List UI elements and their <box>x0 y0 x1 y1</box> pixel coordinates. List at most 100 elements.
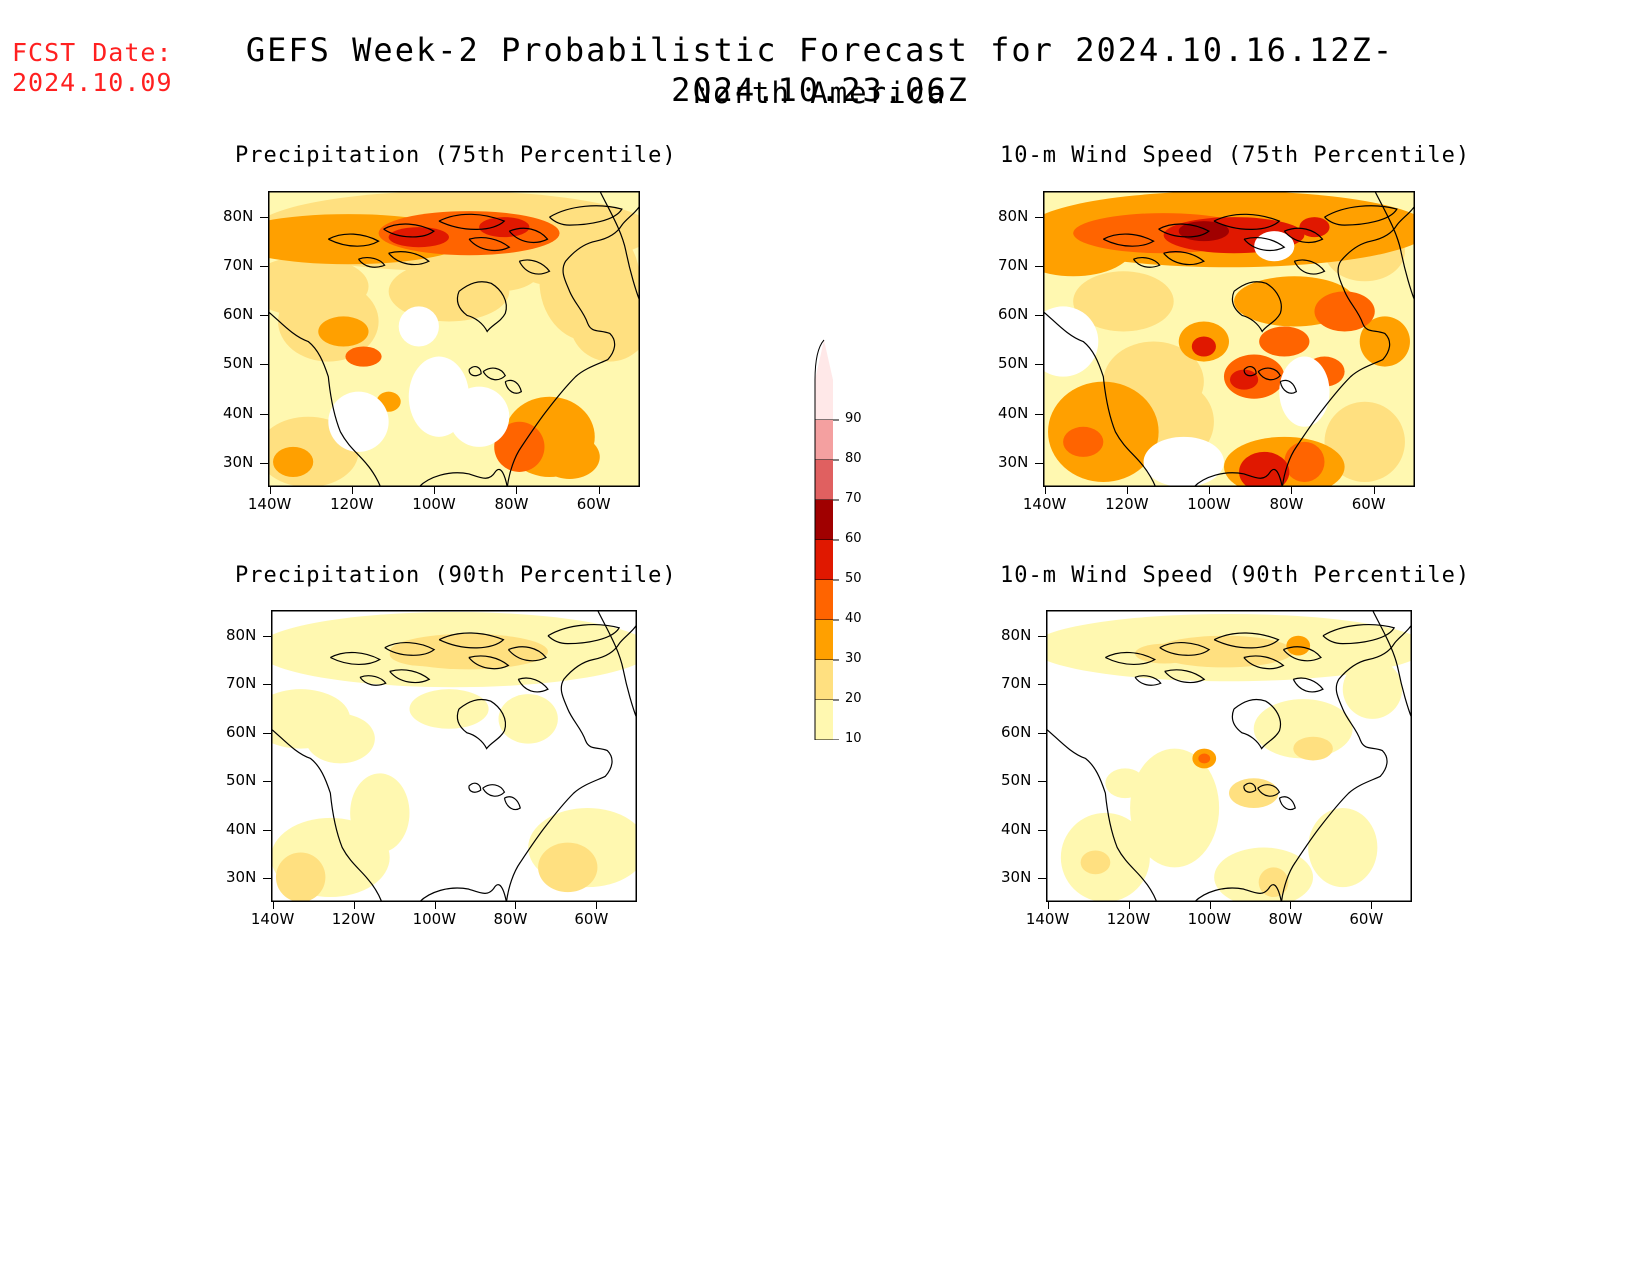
coastline <box>1164 669 1206 684</box>
probability-contour <box>1259 326 1310 357</box>
lat-tick-mark <box>260 217 268 219</box>
probability-contour <box>409 689 489 729</box>
lat-tick-label: 70N <box>998 256 1029 275</box>
coastline <box>503 796 521 811</box>
lat-tick-mark <box>260 364 268 366</box>
lat-tick-mark <box>263 684 271 686</box>
coastline <box>1283 227 1324 244</box>
lon-tick-label: 100W <box>1187 495 1231 513</box>
probability-contour <box>1229 778 1279 808</box>
probability-contour <box>1135 643 1195 664</box>
coastline <box>508 227 549 244</box>
lon-tick-mark <box>352 487 354 494</box>
lon-tick-label: 80W <box>1268 910 1303 928</box>
lat-tick-mark <box>1038 684 1046 686</box>
colorbar-level-label: 40 <box>845 611 862 626</box>
map-canvas-wind90 <box>1046 610 1412 902</box>
coastline <box>1282 646 1322 662</box>
probability-contour <box>479 217 530 238</box>
coastline <box>1158 223 1210 238</box>
probability-contour <box>350 773 410 853</box>
lat-tick-label: 40N <box>998 403 1029 422</box>
probability-contour <box>1308 807 1378 888</box>
below-threshold-area <box>398 306 439 347</box>
coastline <box>1292 677 1324 693</box>
lat-tick-label: 80N <box>1001 625 1032 644</box>
coastline <box>1193 884 1283 902</box>
lon-tick-label: 80W <box>493 910 528 928</box>
probability-contour <box>569 281 640 362</box>
probability-contour <box>345 346 382 367</box>
lat-tick-mark <box>1035 266 1043 268</box>
coastline <box>418 884 508 902</box>
coastline <box>1213 632 1280 649</box>
lat-tick-label: 30N <box>1001 868 1032 887</box>
probability-contour <box>1048 381 1159 482</box>
lat-tick-mark <box>1035 364 1043 366</box>
probability-contour <box>1239 451 1290 487</box>
lon-tick-label: 140W <box>247 495 292 513</box>
coastline <box>1231 698 1281 750</box>
lat-tick-label: 60N <box>226 722 257 741</box>
coastline <box>418 468 508 487</box>
coastline <box>359 675 387 686</box>
coastline <box>482 367 507 381</box>
lon-tick-mark <box>353 902 355 909</box>
coastline <box>1280 623 1412 902</box>
coastline <box>1231 281 1282 333</box>
lat-tick-label: 60N <box>998 305 1029 324</box>
colorbar-segment <box>815 660 833 700</box>
lon-tick-mark <box>598 487 600 494</box>
coastline <box>1324 205 1398 226</box>
coastline <box>1163 251 1205 266</box>
probability-contour <box>1293 736 1333 761</box>
probability-contour <box>538 842 598 893</box>
lat-tick-label: 50N <box>998 354 1029 373</box>
lat-tick-mark <box>1035 413 1043 415</box>
probability-contour <box>1342 659 1403 719</box>
lon-tick-label: 120W <box>330 495 374 513</box>
lat-tick-mark <box>1038 732 1046 734</box>
lon-tick-label: 100W <box>412 495 456 513</box>
lat-tick-label: 30N <box>226 868 257 887</box>
panel-title-precip90: Precipitation (90th Percentile) <box>235 563 677 588</box>
coastline <box>328 233 380 247</box>
panel-title-precip75: Precipitation (75th Percentile) <box>235 143 677 168</box>
lon-tick-mark <box>269 487 271 494</box>
probability-contour <box>1324 401 1405 482</box>
coastline <box>1243 366 1257 377</box>
coastline <box>468 655 510 670</box>
lon-tick-label: 80W <box>1269 495 1304 513</box>
lon-tick-label: 140W <box>1025 910 1070 928</box>
colorbar-segment <box>815 700 833 740</box>
lon-tick-mark <box>1047 902 1049 909</box>
below-threshold-area <box>1279 356 1330 427</box>
coastline <box>389 669 431 684</box>
coastline <box>596 610 637 720</box>
map-wind90 <box>1046 610 1412 902</box>
probability-contour <box>539 434 600 479</box>
lon-tick-label: 80W <box>494 495 529 513</box>
lat-tick-mark <box>1035 217 1043 219</box>
coastline <box>1046 728 1158 902</box>
colorbar-segment <box>815 460 833 500</box>
probability-contour <box>1286 635 1311 656</box>
coastline <box>330 651 382 666</box>
coastline <box>1134 675 1162 686</box>
coastline <box>388 251 430 266</box>
probability-contour <box>1063 426 1104 457</box>
lat-tick-mark <box>263 732 271 734</box>
lat-tick-label: 70N <box>223 256 254 275</box>
coastline <box>438 632 505 649</box>
fcst-date-value: 2024.10.09 <box>12 68 173 97</box>
lat-tick-mark <box>1038 829 1046 831</box>
coastline <box>1281 204 1415 487</box>
lon-tick-label: 120W <box>1106 910 1151 928</box>
probability-contour <box>318 316 369 347</box>
lon-tick-mark <box>1044 487 1046 494</box>
lat-tick-mark <box>260 413 268 415</box>
coastline <box>504 379 523 394</box>
lat-tick-label: 40N <box>223 403 254 422</box>
map-canvas-precip75 <box>268 191 640 487</box>
coastline <box>468 366 482 377</box>
